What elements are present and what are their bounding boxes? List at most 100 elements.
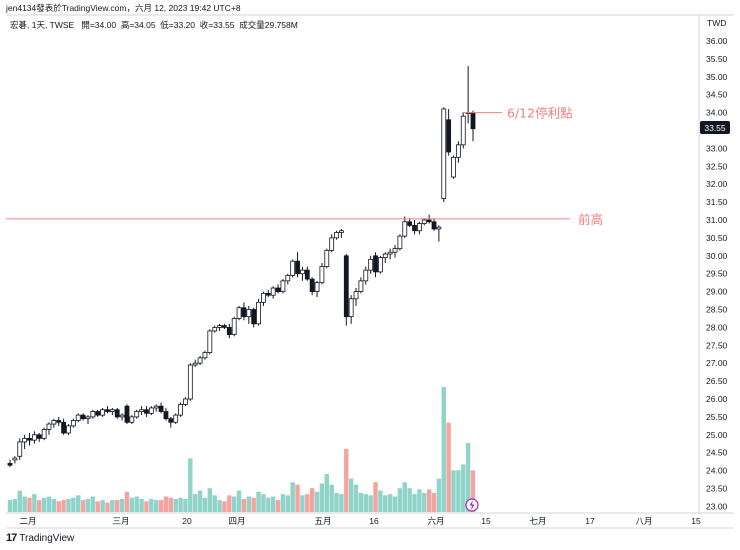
volume-bar [173, 498, 178, 512]
candle-body [178, 403, 183, 416]
volume-bar [295, 484, 300, 512]
tradingview-brand: TradingView [19, 532, 75, 544]
candle-body [236, 307, 242, 319]
volume-bar [66, 498, 71, 512]
lightning-icon[interactable] [465, 498, 479, 512]
volume-bar [456, 470, 461, 512]
price-tick: 29.50 [706, 269, 728, 279]
candle-body [7, 463, 13, 466]
candle-body [426, 219, 432, 223]
volume-bar [105, 502, 110, 512]
footer[interactable]: 17 TradingView [6, 532, 74, 544]
candle-body [275, 287, 281, 292]
volume-bar [261, 494, 266, 512]
previous-high-label: 前高 [578, 212, 603, 227]
volume-bar [436, 478, 442, 512]
last-price-label: 33.55 [704, 123, 726, 133]
volume-bar [246, 496, 252, 512]
price-tick: 34.00 [706, 108, 728, 118]
candle-body [173, 414, 179, 423]
candle-body [314, 282, 320, 292]
candle-body [17, 441, 23, 457]
price-tick: 28.00 [706, 322, 728, 332]
candle-body [407, 221, 413, 226]
candle-body [363, 269, 369, 282]
volume-bar [383, 495, 388, 512]
volume-bar [324, 473, 329, 512]
volume-bar [12, 498, 18, 512]
candle-body [51, 420, 57, 425]
time-tick: 二月 [19, 516, 36, 526]
last-price-bg [700, 121, 730, 134]
candle-body [100, 409, 105, 416]
candle-body [382, 253, 388, 258]
candle-body [207, 330, 213, 353]
volume-bar [158, 500, 164, 512]
price-tick: 35.00 [706, 72, 728, 82]
candle-body [134, 411, 140, 418]
volume-bar [397, 488, 403, 512]
volume-value: 成交量29.758M [239, 20, 298, 30]
volume-bars [7, 387, 476, 512]
candle-body [368, 258, 374, 271]
time-tick: 八月 [635, 516, 652, 526]
candle-body [192, 362, 198, 366]
time-tick: 15 [481, 516, 491, 526]
volume-bar [426, 489, 432, 512]
candle-body [265, 292, 271, 296]
volume-bar [149, 498, 154, 512]
volume-bar [422, 492, 427, 512]
candle-body [280, 280, 286, 292]
candle-body [246, 309, 252, 318]
price-axis[interactable]: 36.0035.5035.0034.5034.0033.5033.0032.50… [706, 36, 728, 511]
volume-bar [22, 496, 27, 512]
volume-bar [51, 498, 57, 512]
candle-body [114, 409, 120, 418]
candle-body [168, 418, 174, 423]
time-axis[interactable]: 二月 三月 20 四月 五月 16 六月 15 七月 17 八月 15 [19, 516, 701, 526]
time-tick: 17 [585, 516, 595, 526]
volume-bar [392, 496, 398, 512]
volume-bar [441, 387, 446, 512]
price-candles [7, 66, 476, 468]
candle-body [436, 226, 442, 230]
volume-bar [461, 464, 466, 512]
annotations: 前高 6/12停利點 [6, 106, 603, 227]
volume-bar [256, 491, 261, 512]
volume-bar [17, 490, 22, 512]
last-price-tag: 33.55 [700, 121, 730, 134]
candle-body [251, 309, 257, 325]
price-tick: 23.00 [706, 501, 728, 511]
volume-bar [300, 495, 305, 512]
time-tick: 20 [182, 516, 192, 526]
volume-bar [309, 488, 315, 512]
volume-bar [139, 498, 144, 512]
price-tick: 23.50 [706, 484, 728, 494]
candle-body [148, 407, 154, 414]
price-tick: 32.00 [706, 179, 728, 189]
volume-bar [344, 448, 349, 512]
stop-profit-label: 6/12停利點 [507, 106, 573, 121]
volume-bar [368, 495, 373, 512]
volume-bar [329, 484, 334, 512]
price-tick: 28.50 [706, 305, 728, 315]
candle-body [300, 269, 305, 275]
volume-bar [470, 470, 476, 512]
volume-bar [305, 494, 310, 512]
price-tick: 33.00 [706, 143, 728, 153]
volume-bar [251, 497, 256, 512]
volume-bar [212, 495, 217, 512]
candle-body [270, 287, 276, 296]
symbol-info: 宏碁, 1天, TWSE 開=34.00 高=34.05 低=33.20 收=3… [10, 19, 298, 31]
candle-body [90, 411, 96, 418]
symbol-name: 宏碁, 1天, TWSE [10, 20, 75, 30]
volume-bar [27, 497, 32, 512]
candle-body [397, 235, 403, 250]
volume-bar [119, 498, 125, 512]
price-tick: 26.50 [706, 376, 728, 386]
tradingview-logo-icon: 17 [6, 532, 17, 544]
candle-body [304, 269, 310, 280]
open-value: 開=34.00 [81, 20, 117, 30]
candle-body [470, 112, 476, 130]
